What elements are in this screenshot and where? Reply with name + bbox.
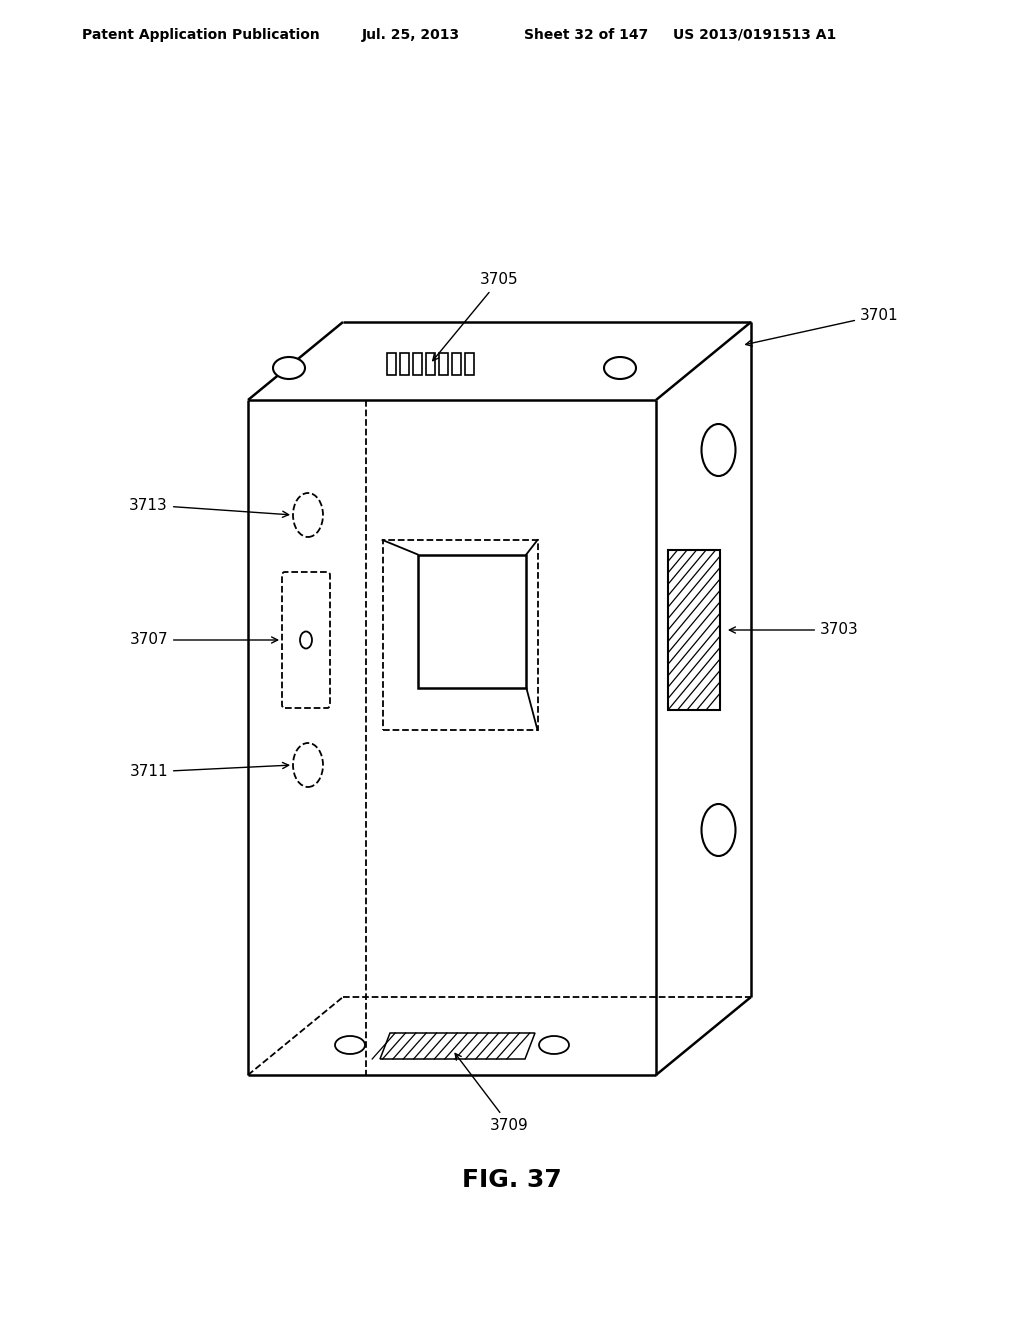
Text: 3713: 3713 [129, 498, 289, 517]
Text: US 2013/0191513 A1: US 2013/0191513 A1 [673, 28, 837, 42]
Text: 3709: 3709 [455, 1053, 528, 1133]
Text: 3707: 3707 [129, 632, 278, 648]
Text: 3701: 3701 [745, 308, 899, 346]
Text: 3705: 3705 [433, 272, 518, 360]
Ellipse shape [539, 1036, 569, 1053]
Ellipse shape [604, 356, 636, 379]
Bar [452, 352, 461, 375]
Ellipse shape [335, 1036, 365, 1053]
Bar [386, 352, 395, 375]
Bar [465, 352, 473, 375]
FancyBboxPatch shape [282, 572, 330, 708]
Bar [383, 540, 538, 730]
Bar [668, 550, 720, 710]
Bar [426, 352, 434, 375]
Bar [418, 554, 526, 688]
Bar [413, 352, 422, 375]
Bar [399, 352, 409, 375]
Ellipse shape [273, 356, 305, 379]
Bar [438, 352, 447, 375]
Polygon shape [380, 1034, 535, 1059]
Text: Jul. 25, 2013: Jul. 25, 2013 [362, 28, 460, 42]
Text: Sheet 32 of 147: Sheet 32 of 147 [524, 28, 648, 42]
Text: 3703: 3703 [729, 623, 859, 638]
Ellipse shape [293, 492, 323, 537]
Ellipse shape [701, 424, 735, 477]
Text: FIG. 37: FIG. 37 [462, 1168, 562, 1192]
Ellipse shape [293, 743, 323, 787]
Text: 3711: 3711 [129, 763, 289, 780]
Ellipse shape [701, 804, 735, 855]
Ellipse shape [300, 631, 312, 648]
Text: Patent Application Publication: Patent Application Publication [82, 28, 319, 42]
